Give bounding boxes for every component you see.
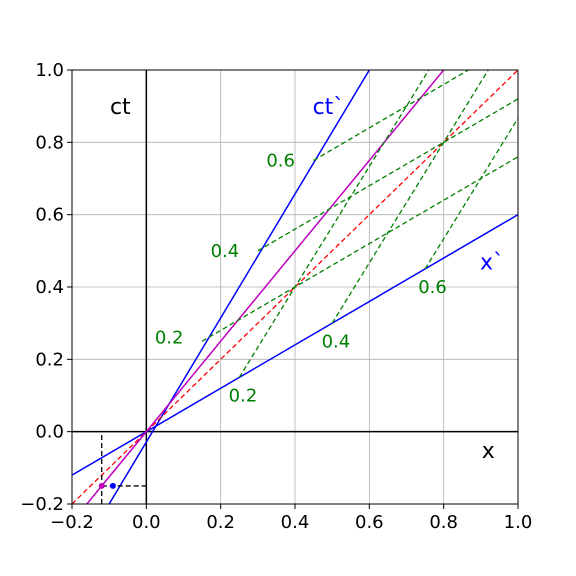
y-tick-label: −0.2 bbox=[20, 494, 64, 515]
x-tick-label: 1.0 bbox=[504, 512, 533, 533]
grid-line-annotation: 0.6 bbox=[266, 150, 295, 171]
axis-label: x bbox=[482, 439, 495, 464]
data-point-0 bbox=[98, 482, 105, 489]
ticks: −0.2 0.0 0.2 0.4 0.6 0.8 1.0 −0.2 0.0 0.2 0.4 0.6 0.… bbox=[20, 60, 532, 533]
series-lines bbox=[72, 70, 518, 504]
points bbox=[98, 482, 116, 489]
y-tick-label: 0.4 bbox=[35, 277, 64, 298]
labels: ct x ct` x` 0.2 0.4 0.6 0.2 0.4 0.6 bbox=[110, 95, 504, 464]
axis-label: ct` bbox=[313, 95, 345, 120]
x-tick-label: 0.0 bbox=[132, 512, 161, 533]
grid-line-annotation: 0.4 bbox=[211, 241, 240, 262]
x-tick-label: 0.4 bbox=[281, 512, 310, 533]
x-tick-label: −0.2 bbox=[50, 512, 94, 533]
y-tick-label: 0.0 bbox=[35, 422, 64, 443]
series-line-11 bbox=[424, 116, 518, 270]
y-tick-label: 0.6 bbox=[35, 205, 64, 226]
series-line-7 bbox=[257, 98, 518, 252]
grid-line-annotation: 0.2 bbox=[229, 386, 258, 407]
axis-label: ct bbox=[110, 95, 131, 120]
series-line-9 bbox=[238, 70, 430, 378]
grid-line-annotation: 0.6 bbox=[418, 277, 447, 298]
y-tick-label: 0.8 bbox=[35, 132, 64, 153]
y-tick-label: 1.0 bbox=[35, 60, 64, 81]
series-line-6 bbox=[201, 156, 518, 342]
series-line-10 bbox=[331, 70, 489, 324]
data-point-1 bbox=[109, 482, 116, 489]
grid-line-annotation: 0.4 bbox=[322, 331, 351, 352]
x-tick-label: 0.6 bbox=[355, 512, 384, 533]
series-line-2 bbox=[108, 70, 370, 504]
x-tick-label: 0.2 bbox=[206, 512, 235, 533]
y-tick-label: 0.2 bbox=[35, 349, 64, 370]
grid-line-annotation: 0.2 bbox=[155, 328, 184, 349]
x-tick-label: 0.8 bbox=[429, 512, 458, 533]
series-line-14 bbox=[101, 431, 147, 487]
axis-label: x` bbox=[480, 251, 504, 276]
